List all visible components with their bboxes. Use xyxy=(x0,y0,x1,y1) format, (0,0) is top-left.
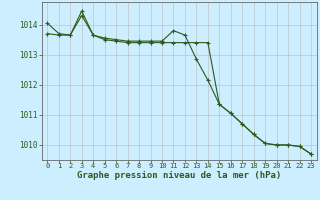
X-axis label: Graphe pression niveau de la mer (hPa): Graphe pression niveau de la mer (hPa) xyxy=(77,171,281,180)
